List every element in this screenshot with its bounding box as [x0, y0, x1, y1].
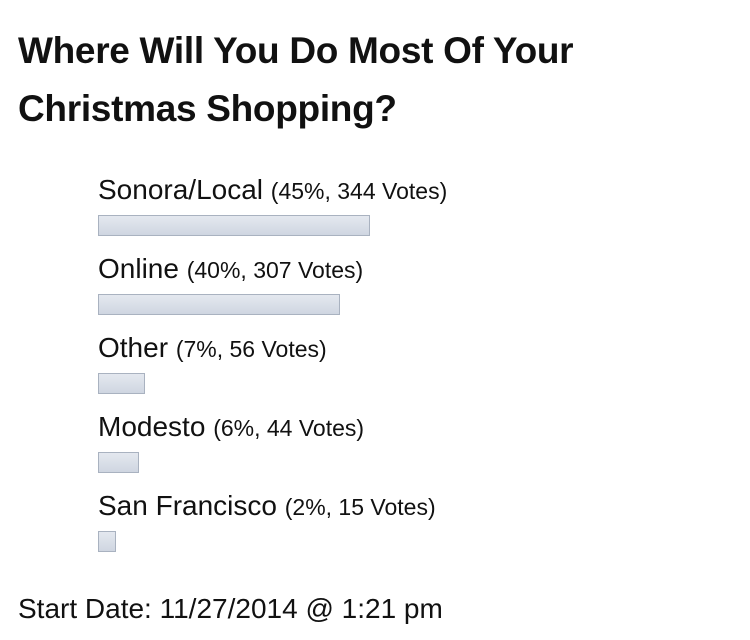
option-label: Other [98, 332, 169, 363]
result-bar [98, 294, 340, 315]
option-result: (7%, 56 Votes) [175, 336, 327, 362]
poll-option: Other (7%, 56 Votes) [98, 328, 738, 407]
option-label: Sonora/Local [98, 174, 264, 205]
option-result: (6%, 44 Votes) [213, 415, 365, 441]
result-bar [98, 452, 140, 473]
result-bar [98, 373, 146, 394]
option-header: San Francisco (2%, 15 Votes) [98, 486, 738, 527]
poll-option: Modesto (6%, 44 Votes) [98, 407, 738, 486]
result-bar [98, 531, 116, 552]
poll-option: San Francisco (2%, 15 Votes) [98, 486, 738, 565]
option-result: (40%, 307 Votes) [186, 257, 364, 283]
option-label: San Francisco [98, 490, 277, 521]
option-header: Sonora/Local (45%, 344 Votes) [98, 170, 738, 211]
option-header: Other (7%, 56 Votes) [98, 328, 738, 369]
option-header: Modesto (6%, 44 Votes) [98, 407, 738, 448]
option-result: (2%, 15 Votes) [284, 494, 436, 520]
option-label: Modesto [98, 411, 206, 442]
result-bar [98, 215, 370, 236]
option-header: Online (40%, 307 Votes) [98, 249, 738, 290]
poll-option: Online (40%, 307 Votes) [98, 249, 738, 328]
poll-results: Sonora/Local (45%, 344 Votes) Online (40%… [98, 170, 738, 565]
option-result: (45%, 344 Votes) [270, 178, 448, 204]
poll-title: Where Will You Do Most Of Your Christmas… [18, 30, 574, 129]
option-label: Online [98, 253, 179, 284]
start-date: Start Date: 11/27/2014 @ 1:21 pm [18, 593, 443, 624]
poll-option: Sonora/Local (45%, 344 Votes) [98, 170, 738, 249]
